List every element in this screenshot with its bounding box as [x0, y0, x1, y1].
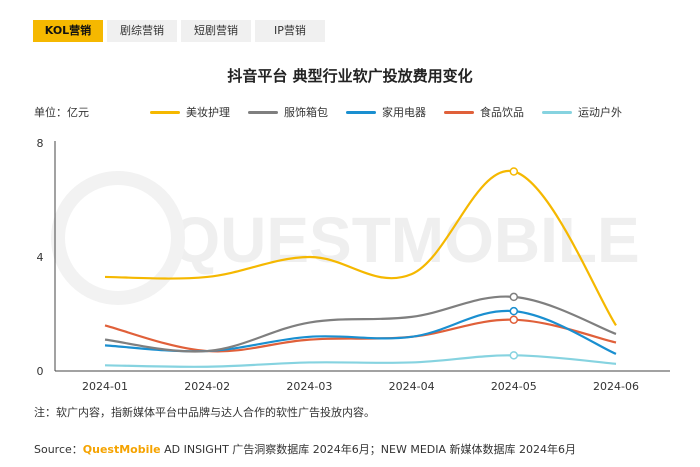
legend-label: 食品饮品	[480, 106, 524, 119]
source-line: Source：QuestMobile AD INSIGHT 广告洞察数据库 20…	[34, 441, 576, 457]
brand-logo-text: QuestMobile	[82, 443, 161, 456]
legend-swatch	[346, 110, 376, 114]
series-line-0	[104, 169, 617, 327]
legend-swatch	[542, 110, 572, 114]
legend-swatch	[248, 110, 278, 114]
tab-short-drama-marketing[interactable]: 短剧营销	[181, 20, 251, 42]
tab-bar: KOL营销 剧综营销 短剧营销 IP营销	[33, 20, 325, 42]
legend-swatch	[444, 110, 474, 114]
legend-label: 家用电器	[382, 106, 426, 119]
legend-item[interactable]: 家用电器	[346, 104, 426, 120]
legend-item[interactable]: 服饰箱包	[248, 104, 328, 120]
watermark-logo-icon	[51, 171, 185, 305]
legend-item[interactable]: 美妆护理	[150, 104, 230, 120]
watermark-text: QUESTMOBILE	[170, 204, 639, 276]
tab-kol-marketing[interactable]: KOL营销	[33, 20, 103, 42]
tab-ip-marketing[interactable]: IP营销	[255, 20, 325, 42]
series-point-1	[509, 292, 519, 302]
x-tick-label: 2024-06	[593, 380, 639, 393]
legend-label: 服饰箱包	[284, 106, 328, 119]
x-tick-label: 2024-01	[82, 380, 128, 393]
x-tick-label: 2024-03	[286, 380, 332, 393]
chart-title: 抖音平台 典型行业软广投放费用变化	[227, 67, 473, 85]
series-line-1	[104, 295, 617, 353]
tab-variety-marketing[interactable]: 剧综营销	[107, 20, 177, 42]
legend-label: 美妆护理	[186, 106, 230, 119]
footnote: 注：软广内容，指新媒体平台中品牌与达人合作的软性广告投放内容。	[34, 406, 375, 419]
x-tick-label: 2024-02	[184, 380, 230, 393]
legend-item[interactable]: 运动户外	[542, 104, 622, 120]
y-tick-label: 4	[37, 251, 44, 264]
x-tick-label: 2024-05	[491, 380, 537, 393]
unit-label: 单位：亿元	[34, 106, 89, 119]
series-point-4	[509, 351, 519, 360]
legend-swatch	[150, 110, 180, 114]
source-text: AD INSIGHT 广告洞察数据库 2024年6月；NEW MEDIA 新媒体…	[160, 443, 577, 456]
series-point-2	[509, 306, 519, 316]
x-tick-label: 2024-04	[389, 380, 435, 393]
series-point-0	[509, 167, 519, 176]
legend-item[interactable]: 食品饮品	[444, 104, 524, 120]
y-tick-label: 8	[37, 137, 44, 150]
series-line-4	[104, 354, 617, 368]
chart-legend: 美妆护理 服饰箱包 家用电器 食品饮品 运动户外	[150, 104, 622, 120]
source-prefix: Source：	[34, 443, 83, 456]
y-tick-label: 0	[37, 365, 44, 378]
series-point-3	[509, 315, 519, 324]
series-line-3	[104, 318, 617, 353]
legend-label: 运动户外	[578, 106, 622, 119]
